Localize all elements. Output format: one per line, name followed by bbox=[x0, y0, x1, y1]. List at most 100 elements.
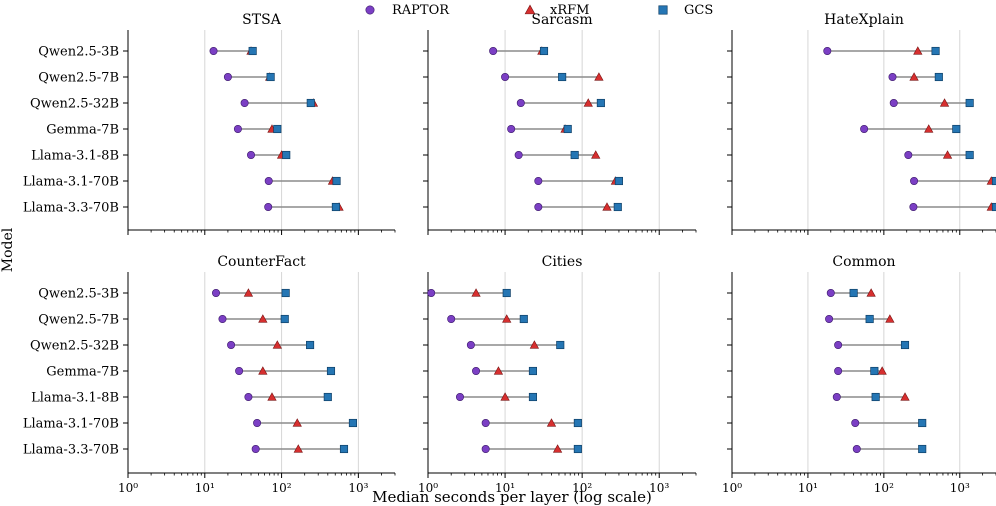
legend-label-xrfm: xRFM bbox=[550, 3, 589, 18]
y-tick-label: Qwen2.5-32B bbox=[30, 97, 119, 112]
raptor-point bbox=[251, 444, 260, 453]
raptor-point bbox=[826, 288, 835, 297]
y-tick-label: Llama-3.3-70B bbox=[23, 201, 119, 216]
panels: STSA Qwen2.5-3B Qwen2.5-7B Qwen2.5-32B Gemma… bbox=[23, 12, 996, 495]
panel-hatexplain: HateXplain bbox=[727, 12, 996, 235]
gcs-point bbox=[965, 98, 974, 108]
xrfm-point bbox=[500, 392, 510, 401]
x-tick-label: 10¹ bbox=[798, 481, 818, 495]
y-tick-label: Llama-3.1-70B bbox=[23, 175, 119, 190]
panel-title: STSA bbox=[242, 12, 282, 28]
gcs-point bbox=[306, 340, 315, 350]
xrfm-point bbox=[502, 314, 512, 323]
xrfm-point bbox=[924, 124, 934, 133]
gcs-point bbox=[519, 314, 528, 324]
panel-stsa: STSA Qwen2.5-3B Qwen2.5-7B Qwen2.5-32B Gemma… bbox=[23, 12, 396, 235]
raptor-point bbox=[501, 73, 510, 82]
raptor-point bbox=[218, 314, 227, 323]
xrfm-point bbox=[900, 392, 910, 401]
x-tick-label: 10¹ bbox=[495, 481, 515, 495]
gcs-point bbox=[613, 202, 622, 212]
gcs-point bbox=[556, 340, 565, 350]
gcs-point bbox=[991, 202, 996, 212]
panel-counterfact: 10⁰ 10¹ 10² 10³ CounterFact Qwen2.5-3B Qwen2.5… bbox=[23, 254, 396, 495]
y-tick-label: Llama-3.1-70B bbox=[23, 417, 119, 432]
raptor-point bbox=[264, 177, 273, 186]
raptor-point bbox=[825, 314, 834, 323]
panel-title: Sarcasm bbox=[531, 12, 592, 28]
raptor-point bbox=[264, 203, 273, 212]
y-tick-label: Gemma-7B bbox=[46, 365, 119, 380]
gcs-point bbox=[281, 288, 290, 298]
raptor-point bbox=[481, 444, 490, 453]
gcs-point bbox=[248, 46, 257, 56]
raptor-point bbox=[910, 177, 919, 186]
axis-frame bbox=[731, 272, 996, 474]
raptor-point bbox=[466, 340, 475, 349]
xrfm-point bbox=[272, 340, 282, 349]
xrfm-point bbox=[877, 366, 887, 375]
x-tick-label: 10⁰ bbox=[418, 481, 438, 495]
gcs-point bbox=[502, 288, 511, 298]
gcs-point bbox=[952, 124, 961, 134]
axis-frame bbox=[127, 30, 395, 231]
raptor-point bbox=[514, 151, 523, 160]
y-tick-label: Qwen2.5-7B bbox=[38, 313, 119, 328]
xrfm-point bbox=[529, 340, 540, 349]
raptor-point bbox=[481, 418, 490, 427]
gcs-point bbox=[348, 418, 357, 428]
raptor-point bbox=[247, 151, 256, 160]
panel-title: HateXplain bbox=[824, 12, 904, 28]
xrfm-point bbox=[866, 288, 876, 297]
xrfm-point bbox=[594, 72, 604, 81]
gcs-point bbox=[871, 392, 880, 402]
y-tick-label: Llama-3.3-70B bbox=[23, 443, 119, 458]
gcs-point bbox=[991, 176, 996, 186]
x-tick-label: 10² bbox=[572, 481, 592, 495]
gcs-point bbox=[563, 124, 572, 134]
gcs-point bbox=[965, 150, 974, 160]
x-tick-label: 10³ bbox=[348, 481, 368, 495]
gcs-point bbox=[849, 288, 858, 298]
xrfm-point bbox=[258, 366, 268, 375]
legend-marker-xrfm bbox=[524, 4, 536, 15]
gcs-point bbox=[570, 150, 579, 160]
x-axis-label: Median seconds per layer (log scale) bbox=[372, 488, 652, 506]
legend-label-raptor: RAPTOR bbox=[392, 3, 450, 18]
gcs-point bbox=[282, 150, 291, 160]
raptor-point bbox=[233, 125, 242, 134]
gcs-point bbox=[332, 176, 341, 186]
raptor-point bbox=[244, 392, 253, 401]
raptor-point bbox=[534, 177, 543, 186]
panel-title: Common bbox=[832, 254, 895, 270]
y-tick-label: Qwen2.5-3B bbox=[38, 45, 119, 60]
xrfm-point bbox=[583, 98, 593, 107]
xrfm-point bbox=[909, 72, 919, 81]
gcs-point bbox=[865, 314, 874, 324]
raptor-point bbox=[507, 125, 516, 134]
raptor-point bbox=[235, 366, 244, 375]
panel-sarcasm: Sarcasm bbox=[423, 12, 697, 235]
raptor-point bbox=[834, 340, 843, 349]
gcs-point bbox=[614, 176, 623, 186]
xrfm-point bbox=[471, 288, 481, 297]
gcs-point bbox=[331, 202, 340, 212]
gcs-point bbox=[596, 98, 605, 108]
gcs-point bbox=[280, 314, 289, 324]
xrfm-point bbox=[939, 98, 950, 107]
legend-marker-raptor bbox=[365, 5, 375, 15]
raptor-point bbox=[447, 314, 456, 323]
gcs-point bbox=[323, 392, 332, 402]
gcs-point bbox=[900, 340, 910, 350]
raptor-point bbox=[852, 444, 861, 453]
x-tick-label: 10¹ bbox=[195, 481, 215, 495]
raptor-point bbox=[889, 99, 898, 108]
raptor-point bbox=[472, 366, 481, 375]
gcs-point bbox=[528, 392, 538, 402]
gcs-point bbox=[306, 98, 315, 108]
xrfm-point bbox=[913, 46, 923, 55]
raptor-point bbox=[209, 46, 218, 55]
raptor-point bbox=[455, 392, 464, 401]
y-tick-label: Llama-3.1-8B bbox=[31, 149, 119, 164]
